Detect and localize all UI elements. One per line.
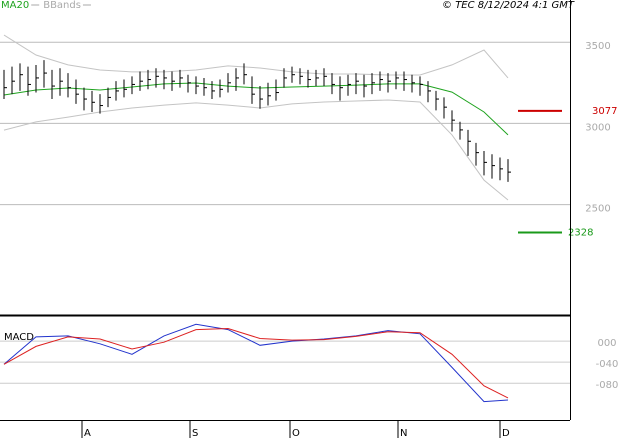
- y-tick-label: -040: [596, 359, 619, 370]
- price-level-label: 2328: [568, 228, 593, 239]
- y-tick-label: -080: [596, 380, 619, 391]
- x-tick-label: N: [400, 428, 407, 439]
- legend-label: BBands: [43, 0, 81, 11]
- price-level-label: 3077: [592, 106, 617, 117]
- y-tick-label: 3000: [585, 122, 610, 133]
- y-tick-label: 000: [597, 338, 616, 349]
- x-tick-label: A: [84, 428, 91, 439]
- x-tick-label: O: [292, 428, 300, 439]
- x-tick-label: D: [502, 428, 510, 439]
- y-tick-label: 2500: [585, 204, 610, 215]
- macd-line: [3, 327, 509, 399]
- legend-label: MA20: [1, 0, 29, 11]
- x-tick-label: S: [192, 428, 198, 439]
- copyright: © TEC 8/12/2024 4:1 GMT: [442, 0, 575, 11]
- macd-line: [3, 323, 509, 403]
- y-tick-label: 3500: [585, 41, 610, 52]
- band-upper: [3, 34, 509, 79]
- panel-title: MACD: [4, 332, 34, 343]
